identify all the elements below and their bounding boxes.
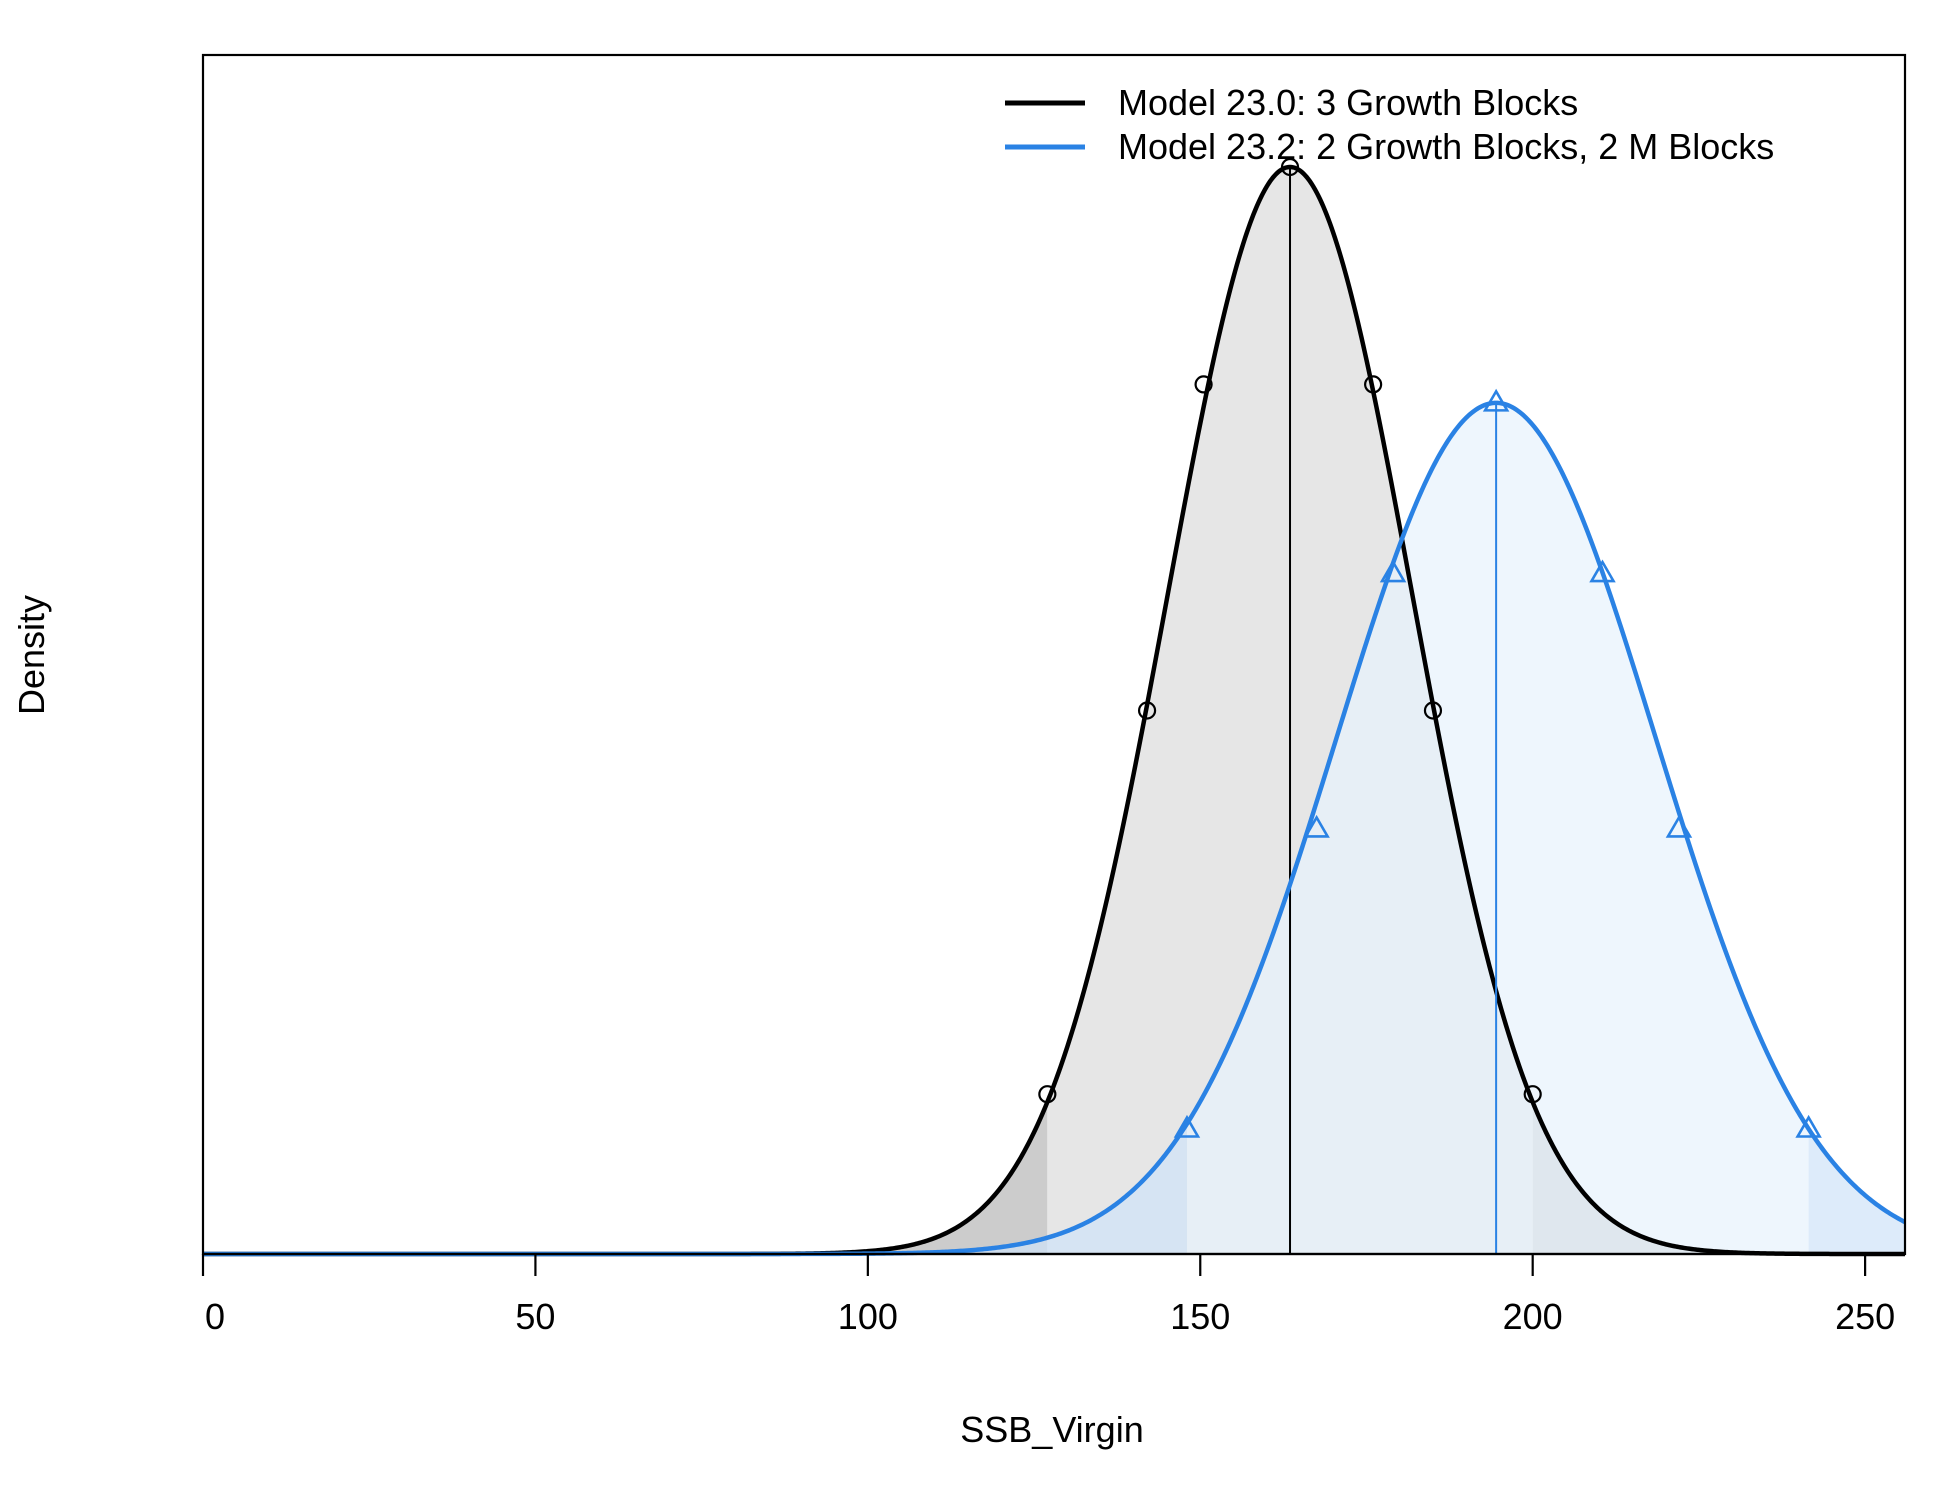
x-axis: 0 50 100 150 200 250 [201,1252,1895,1337]
series-1-marker [1482,388,1510,412]
series-0-marker [1137,701,1157,720]
series-1-upper-tail-fill [1808,1128,1905,1254]
series-0-lower-tail-fill [203,1102,1048,1254]
x-tick-label: 250 [1835,1296,1895,1337]
series-1-lower-tail-fill [203,1123,1187,1254]
series-1-interval-fill [1186,402,1809,1254]
x-tick-label: 150 [1170,1296,1230,1337]
x-axis-label: SSB_Virgin [960,1409,1143,1450]
series-0-marker [1194,375,1213,394]
series-1-marker [1173,1114,1201,1138]
legend-label-model-23-2: Model 23.2: 2 Growth Blocks, 2 M Blocks [1118,126,1774,167]
x-tick-label: 200 [1503,1296,1563,1337]
x-tick-label: 50 [515,1296,555,1337]
series-1-marker [1795,1114,1822,1138]
series-0-marker [1038,1085,1057,1104]
series-1-marker [1589,559,1616,583]
x-tick-label: 0 [205,1296,225,1337]
y-axis-label: Density [11,595,52,715]
legend-label-model-23-0: Model 23.0: 3 Growth Blocks [1118,82,1578,123]
series-0-marker [1364,375,1383,394]
series-1-marker [1665,814,1693,838]
series-0-marker [1280,157,1300,177]
series-0-marker [1523,1085,1542,1104]
series-1-marker [1303,814,1330,838]
series-0-marker [1423,701,1443,720]
x-tick-label: 100 [838,1296,898,1337]
legend: Model 23.0: 3 Growth Blocks Model 23.2: … [1005,82,1774,167]
series-1-marker [1379,559,1407,583]
quantile-markers [1038,157,1822,1138]
